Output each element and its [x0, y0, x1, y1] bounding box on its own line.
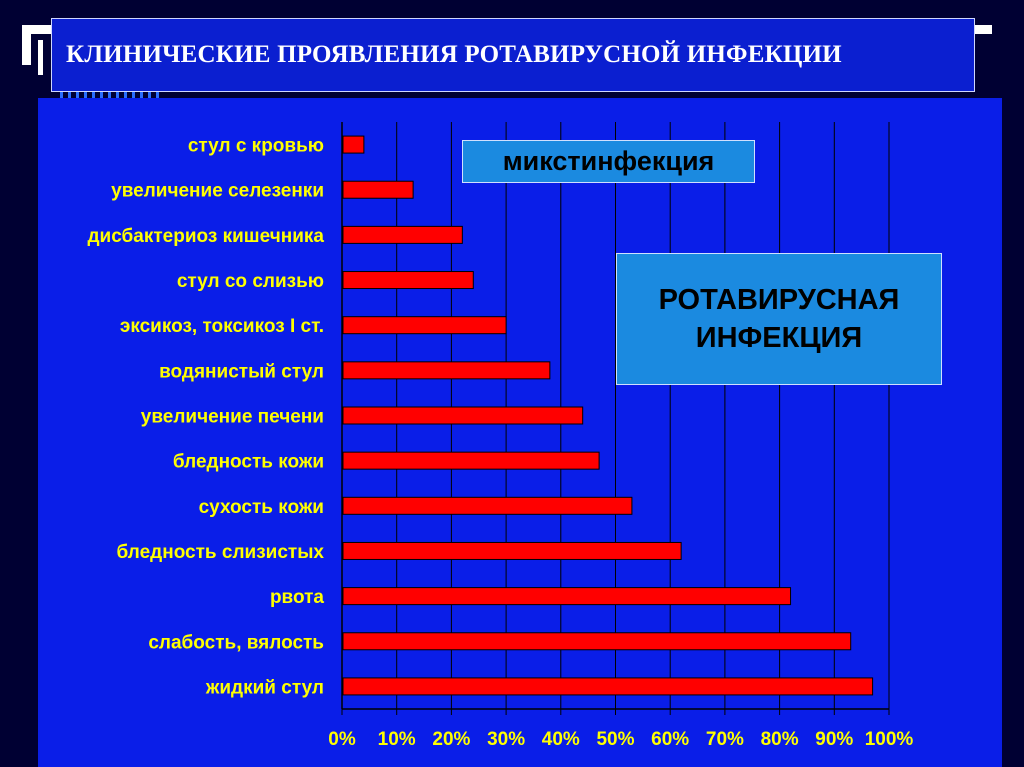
decorative-stripe — [84, 90, 87, 98]
bar — [342, 406, 584, 425]
bar — [342, 632, 852, 651]
decorative-stripe — [116, 90, 119, 98]
callout-rota-text: РОТАВИРУСНАЯ ИНФЕКЦИЯ — [658, 284, 900, 354]
x-tick-label: 20% — [432, 729, 470, 750]
bar — [342, 271, 474, 290]
x-tick-label: 0% — [328, 729, 356, 750]
decorative-stripe — [108, 90, 111, 98]
slide-title: КЛИНИЧЕСКИЕ ПРОЯВЛЕНИЯ РОТАВИРУСНОЙ ИНФЕ… — [66, 41, 842, 68]
x-tick-label: 90% — [815, 729, 853, 750]
category-label: стул с кровью — [188, 136, 324, 157]
chart-panel — [38, 90, 1002, 767]
bar — [342, 225, 463, 244]
decorative-stripe — [156, 90, 159, 98]
category-label: стул со слизью — [177, 271, 324, 292]
category-label: дисбактериоз кишечника — [88, 226, 325, 247]
bar — [342, 316, 507, 335]
bar — [342, 451, 600, 470]
bar — [342, 541, 682, 560]
x-tick-label: 70% — [706, 729, 744, 750]
decorative-stripe — [100, 90, 103, 98]
slide-title-box: КЛИНИЧЕСКИЕ ПРОЯВЛЕНИЯ РОТАВИРУСНОЙ ИНФЕ… — [51, 18, 975, 92]
decorative-stripe — [60, 90, 63, 98]
x-tick-label: 50% — [596, 729, 634, 750]
category-label: увеличение печени — [141, 407, 324, 428]
x-tick-label: 10% — [378, 729, 416, 750]
callout-rotavirus-infection: РОТАВИРУСНАЯ ИНФЕКЦИЯ — [616, 253, 942, 385]
category-label: рвота — [270, 587, 324, 608]
category-label: бледность кожи — [173, 452, 324, 473]
bar — [342, 361, 551, 380]
category-label: жидкий стул — [205, 677, 324, 698]
category-label: бледность слизистых — [117, 542, 325, 563]
x-tick-label: 80% — [761, 729, 799, 750]
category-label: слабость, вялость — [148, 632, 324, 653]
x-tick-label: 60% — [651, 729, 689, 750]
category-label: сухость кожи — [199, 497, 324, 518]
decorative-bar-left-2 — [38, 40, 43, 75]
bar — [342, 496, 633, 515]
bar — [342, 135, 365, 154]
callout-mixt-text: микстинфекция — [502, 146, 715, 176]
x-tick-label: 100% — [865, 729, 914, 750]
decorative-stripe — [124, 90, 127, 98]
x-tick-label: 30% — [487, 729, 525, 750]
decorative-stripe — [76, 90, 79, 98]
decorative-stripe — [68, 90, 71, 98]
decorative-stripe — [140, 90, 143, 98]
decorative-stripe — [132, 90, 135, 98]
bar — [342, 180, 414, 199]
x-tick-label: 40% — [542, 729, 580, 750]
category-label: водянистый стул — [159, 361, 324, 382]
decorative-stripe — [148, 90, 151, 98]
category-label: увеличение селезенки — [111, 181, 324, 202]
category-label: эксикоз, токсикоз I ст. — [120, 316, 324, 337]
decorative-stripe — [92, 90, 95, 98]
callout-mixt-infection: микстинфекция — [462, 140, 755, 183]
decorative-bar-left — [22, 25, 31, 65]
bar — [342, 587, 792, 606]
bar — [342, 677, 874, 696]
